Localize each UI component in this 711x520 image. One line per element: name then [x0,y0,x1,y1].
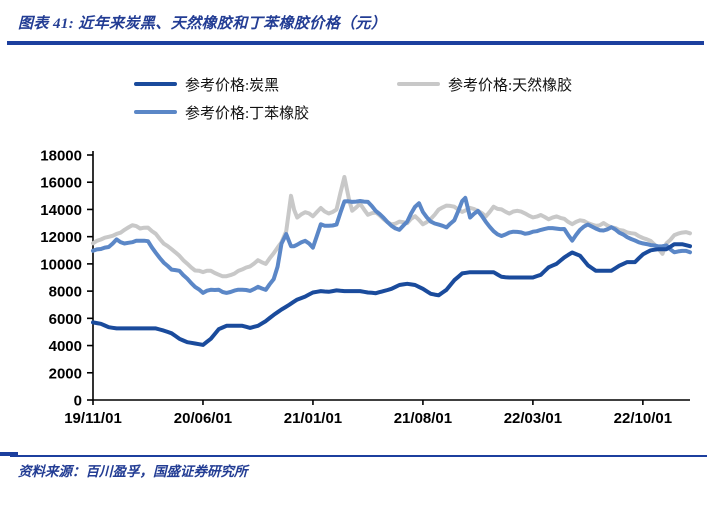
legend-item-natural-rubber: 参考价格:天然橡胶 [397,75,573,94]
footer-divider [10,455,707,457]
y-axis-tick-label: 18000 [40,148,82,165]
y-axis-tick-label: 16000 [40,175,82,192]
legend-swatch-natural-rubber [397,81,440,87]
y-axis-tick-label: 12000 [40,229,82,246]
y-axis-tick-label: 6000 [49,311,82,328]
y-axis-tick-label: 8000 [49,284,82,301]
series-line-sbr-rubber [91,195,692,295]
legend-label-carbon-black: 参考价格:炭黑 [185,77,280,94]
y-axis-tick-label: 0 [74,393,82,410]
footer-divider-tick [0,452,18,456]
legend-swatch-sbr-rubber [134,109,177,115]
y-axis-tick-label: 10000 [40,256,82,273]
legend-item-carbon-black: 参考价格:炭黑 [134,75,280,94]
x-axis-tick-label: 19/11/01 [64,410,122,427]
figure-source: 资料来源：百川盈孚，国盛证券研究所 [18,464,248,479]
x-axis-tick-label: 21/08/01 [394,410,452,427]
x-axis-tick-label: 22/03/01 [504,410,562,427]
legend-label-natural-rubber: 参考价格:天然橡胶 [448,77,573,94]
title-divider [7,41,704,45]
x-axis-tick-label: 21/01/01 [284,410,342,427]
y-axis-tick-label: 4000 [49,338,82,355]
legend-swatch-carbon-black [134,81,177,87]
legend-label-sbr-rubber: 参考价格:丁苯橡胶 [185,105,310,122]
y-axis-tick-label: 2000 [49,365,82,382]
legend-item-sbr-rubber: 参考价格:丁苯橡胶 [134,103,310,122]
series-line-carbon-black [91,242,692,347]
x-axis-tick-label: 22/10/01 [614,410,672,427]
x-axis-tick-label: 20/06/01 [174,410,232,427]
figure-title: 图表 41: 近年来炭黑、天然橡胶和丁苯橡胶价格（元） [18,16,387,32]
y-axis-tick-label: 14000 [40,202,82,219]
